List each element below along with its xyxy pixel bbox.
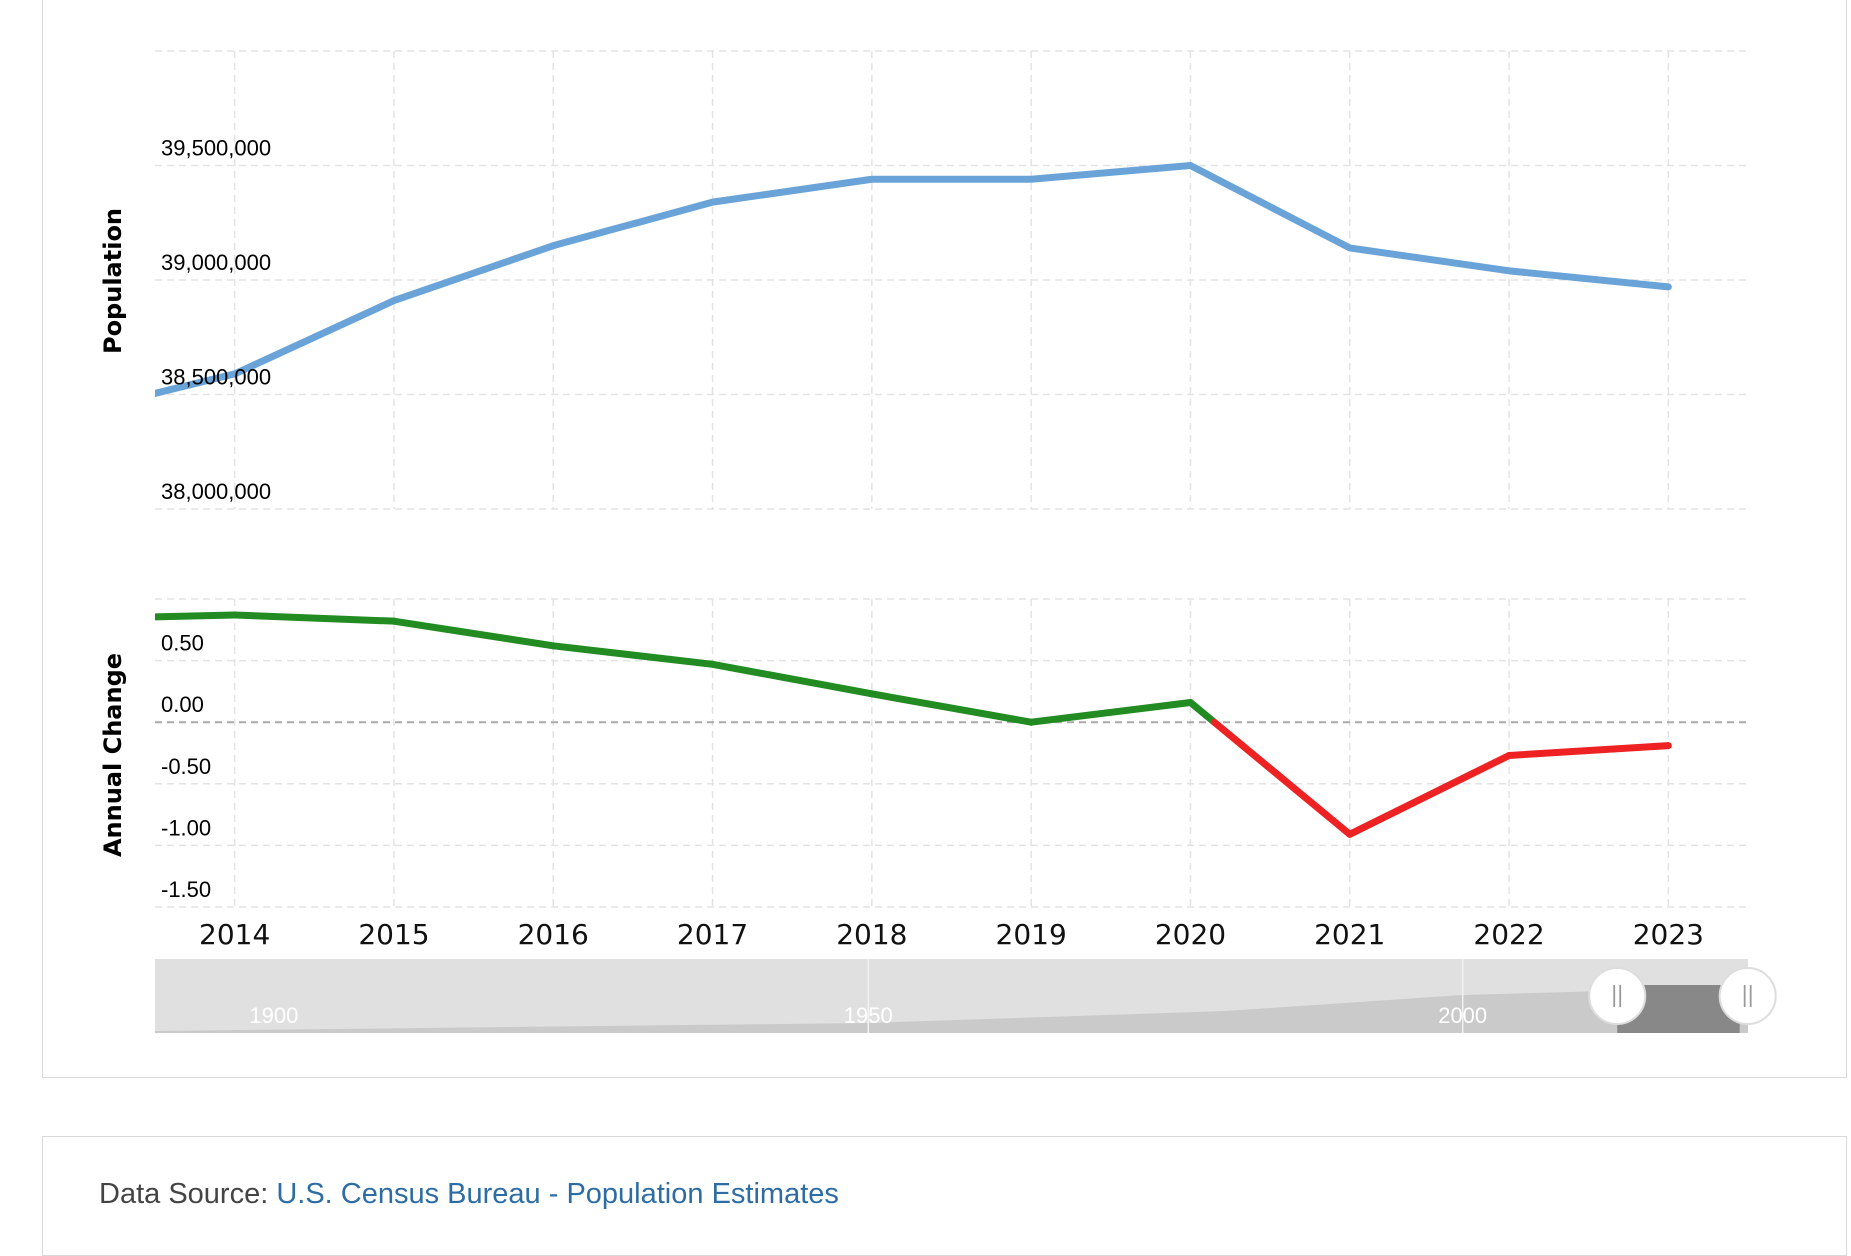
population-chart: 2014 2015 2016 2017 2018 2019 2020 2021 2022 2023…	[43, 0, 1848, 1079]
data-source-link[interactable]: U.S. Census Bureau - Population Estimate…	[276, 1178, 839, 1210]
source-card: Data Source: U.S. Census Bureau - Popula…	[42, 1136, 1847, 1256]
annual-change-segment	[553, 646, 712, 664]
x-tick-label: 2021	[1314, 918, 1385, 951]
navigator-left-handle[interactable]	[1589, 968, 1645, 1024]
x-tick-label: 2018	[836, 918, 907, 951]
annual-change-segment	[75, 615, 234, 619]
annual-change-axis-title: Annual Change	[99, 653, 127, 857]
navigator-year-label: 1900	[249, 1003, 298, 1028]
annual-change-segment	[394, 621, 553, 646]
y-tick-label: 0.00	[161, 692, 204, 717]
x-tick-label: 2017	[677, 918, 748, 951]
y-tick-label: -0.50	[161, 754, 211, 779]
handle-circle	[1589, 968, 1645, 1024]
y-tick-label: 38,500,000	[161, 365, 271, 390]
x-tick-label: 2015	[358, 918, 429, 951]
annual-change-segment	[713, 664, 872, 694]
population-axis-title: Population	[99, 208, 127, 354]
y-tick-label: -1.00	[161, 815, 211, 840]
x-tick-label: 2023	[1633, 918, 1704, 951]
navigator-right-handle[interactable]	[1720, 968, 1776, 1024]
navigator-year-label: 1950	[844, 1003, 893, 1028]
y-tick-label: 39,500,000	[161, 136, 271, 161]
range-navigator[interactable]: 1900 1950 2000	[155, 959, 1776, 1033]
annual-change-segment	[1350, 755, 1509, 834]
data-source-label: Data Source:	[99, 1178, 268, 1210]
annual-change-segment	[1509, 746, 1668, 756]
x-tick-label: 2022	[1473, 918, 1544, 951]
x-tick-label: 2014	[199, 918, 270, 951]
chart-card: 2014 2015 2016 2017 2018 2019 2020 2021 2022 2023…	[42, 0, 1847, 1078]
data-source-line: Data Source: U.S. Census Bureau - Popula…	[99, 1178, 839, 1211]
annual-change-segment	[1190, 702, 1214, 722]
y-tick-label: 0.50	[161, 631, 204, 656]
annual-change-segment	[235, 615, 394, 621]
x-tick-label: 2019	[996, 918, 1067, 951]
annual-change-segment	[1214, 722, 1349, 834]
annual-change-segment	[1031, 702, 1190, 722]
y-tick-label: 38,000,000	[161, 479, 271, 504]
y-tick-label: 39,000,000	[161, 250, 271, 275]
annual-change-segment	[872, 694, 1031, 722]
x-tick-label: 2020	[1155, 918, 1226, 951]
handle-circle	[1720, 968, 1776, 1024]
y-tick-label: -1.50	[161, 877, 211, 902]
x-tick-label: 2016	[518, 918, 589, 951]
navigator-year-label: 2000	[1438, 1003, 1487, 1028]
